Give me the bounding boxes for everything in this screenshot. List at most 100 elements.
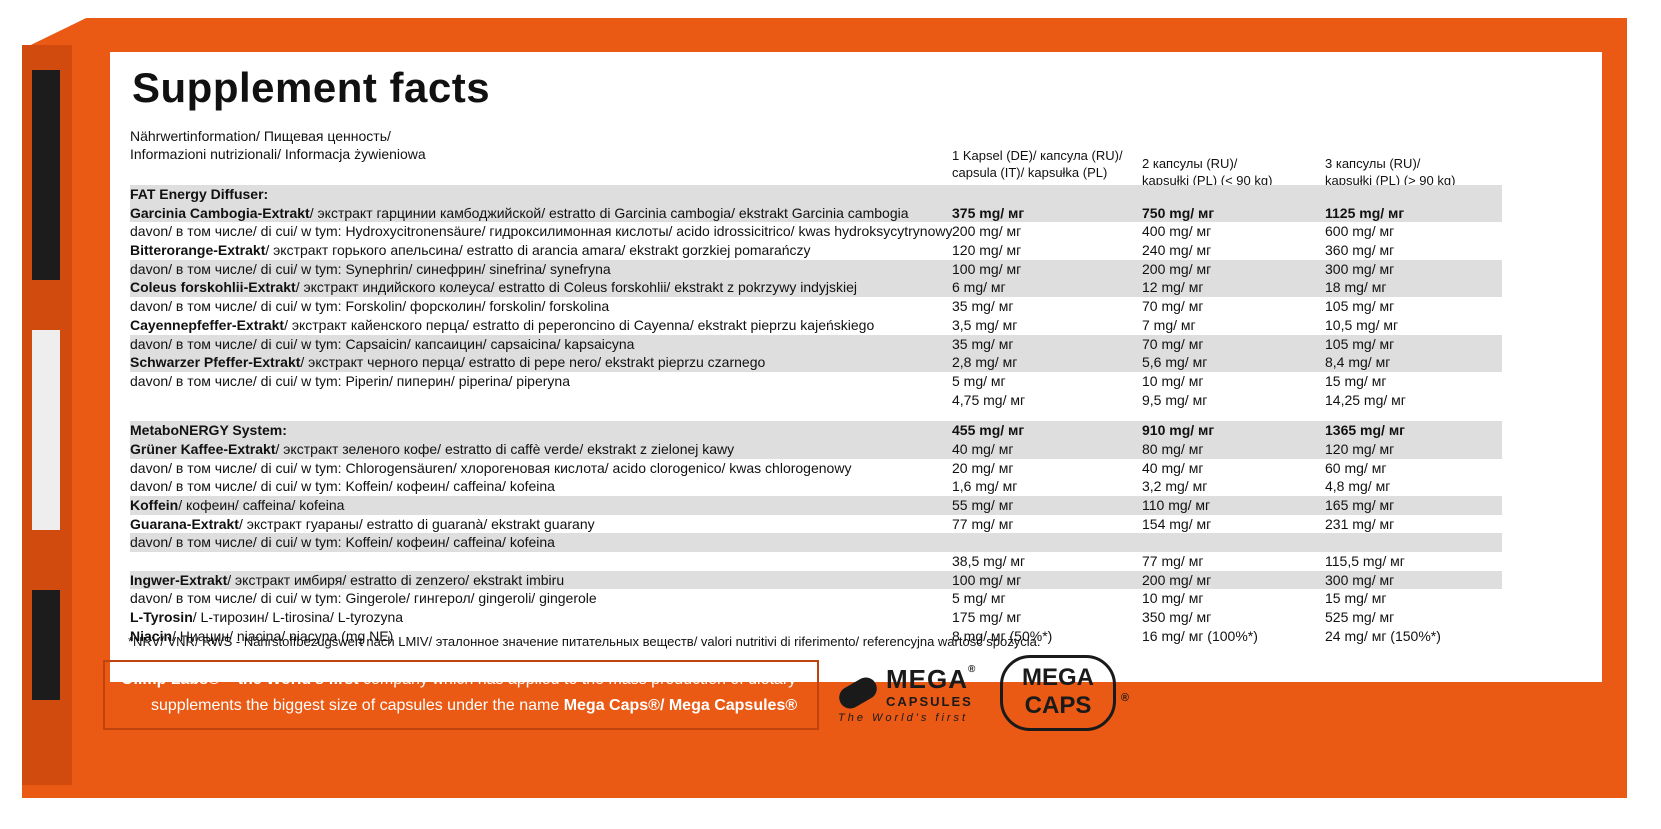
- ingredient-desc: davon/ в том числе/ di cui/ w tym: Forsk…: [130, 298, 610, 315]
- amount-c1: 35 mg/ мг: [952, 298, 1014, 315]
- ingredient-name: Ingwer-Extrakt: [130, 571, 228, 588]
- ingredient-cell: Coleus forskohlii-Extrakt/ экстракт инди…: [130, 278, 857, 297]
- amount-c3: 15 mg/ мг: [1325, 590, 1387, 607]
- amount-c2: 154 mg/ мг: [1142, 515, 1212, 532]
- ingredient-cell: Ingwer-Extrakt/ экстракт имбиря/ estratt…: [130, 571, 564, 590]
- logo2-line2: CAPS: [1024, 692, 1092, 719]
- mega-caps-logo: MEGA CAPS ®: [1000, 655, 1129, 731]
- ingredient-desc: / экстракт горького апельсина/ estratto …: [265, 242, 811, 259]
- amount-c3: 105 mg/ мг: [1325, 298, 1395, 315]
- ingredient-desc: davon/ в том числе/ di cui/ w tym: Piper…: [130, 372, 570, 389]
- amount-c3: 1365 mg/ мг: [1325, 422, 1406, 439]
- supplement-facts-panel: Supplement facts Nährwertinformation/ Пи…: [110, 52, 1602, 682]
- amount-c3: 10,5 mg/ мг: [1325, 316, 1399, 333]
- claim-bold: Olimp Labs® – the World's first: [121, 671, 359, 688]
- table-row: Grüner Kaffee-Extrakt/ экстракт зеленого…: [130, 439, 1502, 459]
- logo2-reg: ®: [1120, 692, 1129, 704]
- amount-c1: 200 mg/ мг: [952, 223, 1022, 240]
- amount-c2: 200 mg/ мг: [1142, 571, 1212, 588]
- amount-c1: 175 mg/ мг: [952, 609, 1022, 626]
- amount-c3: 14,25 mg/ мг: [1325, 391, 1406, 408]
- ingredient-cell: davon/ в том числе/ di cui/ w tym: Hydro…: [130, 222, 953, 241]
- table-row: davon/ в том числе/ di cui/ w tym: Ginge…: [130, 589, 1502, 608]
- amount-c3: 231 mg/ мг: [1325, 515, 1395, 532]
- amount-c1: 4,75 mg/ мг: [952, 391, 1026, 408]
- amount-c2: 350 mg/ мг: [1142, 609, 1212, 626]
- column-header-2: 2 капсулы (RU)/ kapsułki (PL) (< 90 kg): [1142, 155, 1272, 189]
- side-barcode: [32, 330, 60, 530]
- amount-c1: 40 mg/ мг: [952, 440, 1014, 457]
- amount-c1: 3,5 mg/ мг: [952, 316, 1018, 333]
- table-row: 38,5 mg/ мг 77 mg/ мг 115,5 mg/ мг: [130, 552, 1502, 571]
- amount-c3: 360 mg/ мг: [1325, 242, 1395, 259]
- ingredient-desc: / кофеин/ caffeina/ kofeina: [178, 497, 345, 513]
- amount-c1: 455 mg/ мг: [952, 422, 1025, 439]
- side-decoration: [32, 70, 60, 280]
- amount-c3: 120 mg/ мг: [1325, 440, 1395, 457]
- ingredient-desc: davon/ в том числе/ di cui/ w tym: Chlor…: [130, 459, 852, 476]
- ingredient-cell: Guarana-Extrakt/ экстракт гуараны/ estra…: [130, 515, 595, 534]
- table-row: Schwarzer Pfeffer-Extrakt/ экстракт черн…: [130, 353, 1502, 372]
- table-row: MetaboNERGY System: 455 mg/ мг 910 mg/ мг 1…: [130, 421, 1502, 440]
- amount-c2: 240 mg/ мг: [1142, 242, 1212, 259]
- claim-box: Olimp Labs® – the World's first company …: [103, 660, 819, 730]
- table-row: davon/ в том числе/ di cui/ w tym: Koffe…: [130, 477, 1502, 496]
- table-row: 4,75 mg/ мг 9,5 mg/ мг 14,25 mg/ мг: [130, 391, 1502, 410]
- ingredient-name: MetaboNERGY System:: [130, 422, 287, 439]
- table-row: davon/ в том числе/ di cui/ w tym: Forsk…: [130, 297, 1502, 316]
- table-row: davon/ в том числе/ di cui/ w tym: Hydro…: [130, 222, 1502, 241]
- amount-c3: 4,8 mg/ мг: [1325, 478, 1391, 495]
- column-header-1: 1 Kapsel (DE)/ капсула (RU)/ capsula (IT…: [952, 147, 1123, 181]
- ingredient-desc: davon/ в том числе/ di cui/ w tym: Koffe…: [130, 478, 555, 495]
- amount-c1: 5 mg/ мг: [952, 590, 1006, 607]
- table-spacer: [130, 409, 1502, 421]
- intro-text: Nährwertinformation/ Пищевая ценность/ I…: [130, 127, 950, 163]
- claim-text: supplements the biggest size of capsules…: [151, 697, 564, 714]
- amount-c3: 18 mg/ мг: [1325, 279, 1387, 296]
- table-row: Koffein/ кофеин/ caffeina/ kofeina 55 mg/…: [130, 496, 1502, 515]
- table-row: FAT Energy Diffuser:: [130, 185, 1502, 204]
- amount-c2: 70 mg/ мг: [1142, 298, 1204, 315]
- amount-c1: 20 mg/ мг: [952, 459, 1014, 476]
- amount-c3: 525 mg/ мг: [1325, 609, 1395, 626]
- ingredient-name: Cayennepfeffer-Extrakt: [130, 316, 285, 333]
- ingredient-desc: davon/ в том числе/ di cui/ w tym: Koffe…: [130, 534, 555, 551]
- column-header-line: 3 капсулы (RU)/: [1325, 156, 1421, 171]
- amount-c2: 12 mg/ мг: [1142, 279, 1204, 296]
- amount-c3: 105 mg/ мг: [1325, 335, 1395, 352]
- ingredient-name: Grüner Kaffee-Extrakt: [130, 440, 276, 457]
- ingredient-name: Schwarzer Pfeffer-Extrakt: [130, 354, 301, 371]
- table-row: Niacin/ Ниацин/ niacina/ niacyna (mg NE)…: [130, 627, 1502, 646]
- amount-c2: 750 mg/ мг: [1142, 204, 1215, 221]
- ingredient-cell: Koffein/ кофеин/ caffeina/ kofeina: [130, 496, 344, 515]
- amount-c1: 8 mg/ мг (50%*): [952, 627, 1053, 644]
- amount-c3: 300 mg/ мг: [1325, 571, 1395, 588]
- amount-c2: 110 mg/ мг: [1142, 497, 1211, 513]
- amount-c2: 9,5 mg/ мг: [1142, 391, 1208, 408]
- ingredient-cell: Grüner Kaffee-Extrakt/ экстракт зеленого…: [130, 440, 734, 459]
- amount-c3: 15 mg/ мг: [1325, 372, 1387, 389]
- ingredient-desc: davon/ в том числе/ di cui/ w tym: Ginge…: [130, 590, 597, 607]
- amount-c2: 10 mg/ мг: [1142, 372, 1204, 389]
- capsule-icon: [835, 673, 881, 713]
- amount-c2: 40 mg/ мг: [1142, 459, 1204, 476]
- footnote: *NRV/ VNR/ RWS - Nährstoffbezugswert nac…: [128, 634, 1041, 649]
- amount-c2: 80 mg/ мг: [1142, 440, 1204, 457]
- ingredient-desc: / экстракт черного перца/ estratto di pe…: [300, 354, 766, 371]
- amount-c3: 60 mg/ мг: [1325, 459, 1387, 476]
- ingredient-cell: FAT Energy Diffuser:: [130, 185, 268, 204]
- amount-c3: 1125 mg/ мг: [1325, 204, 1405, 221]
- ingredient-cell: davon/ в том числе/ di cui/ w tym: Koffe…: [130, 533, 555, 552]
- amount-c2: 910 mg/ мг: [1142, 422, 1215, 439]
- amount-c2: 7 mg/ мг: [1142, 316, 1196, 333]
- amount-c1: 77 mg/ мг: [952, 515, 1014, 532]
- ingredient-desc: / экстракт гарцинии камбоджийской/ estra…: [309, 204, 909, 221]
- amount-c2: 77 mg/ мг: [1142, 553, 1204, 570]
- amount-c3: 24 mg/ мг (150%*): [1325, 627, 1441, 644]
- ingredient-cell: Cayennepfeffer-Extrakt/ экстракт кайенск…: [130, 316, 874, 335]
- ingredient-name: Garcinia Cambogia-Extrakt: [130, 204, 310, 221]
- table-row: L-Tyrosin/ L-тирозин/ L-tirosina/ L-tyro…: [130, 608, 1502, 627]
- panel-title: Supplement facts: [132, 64, 491, 111]
- amount-c2: 5,6 mg/ мг: [1142, 354, 1208, 371]
- amount-c1: 120 mg/ мг: [952, 242, 1022, 259]
